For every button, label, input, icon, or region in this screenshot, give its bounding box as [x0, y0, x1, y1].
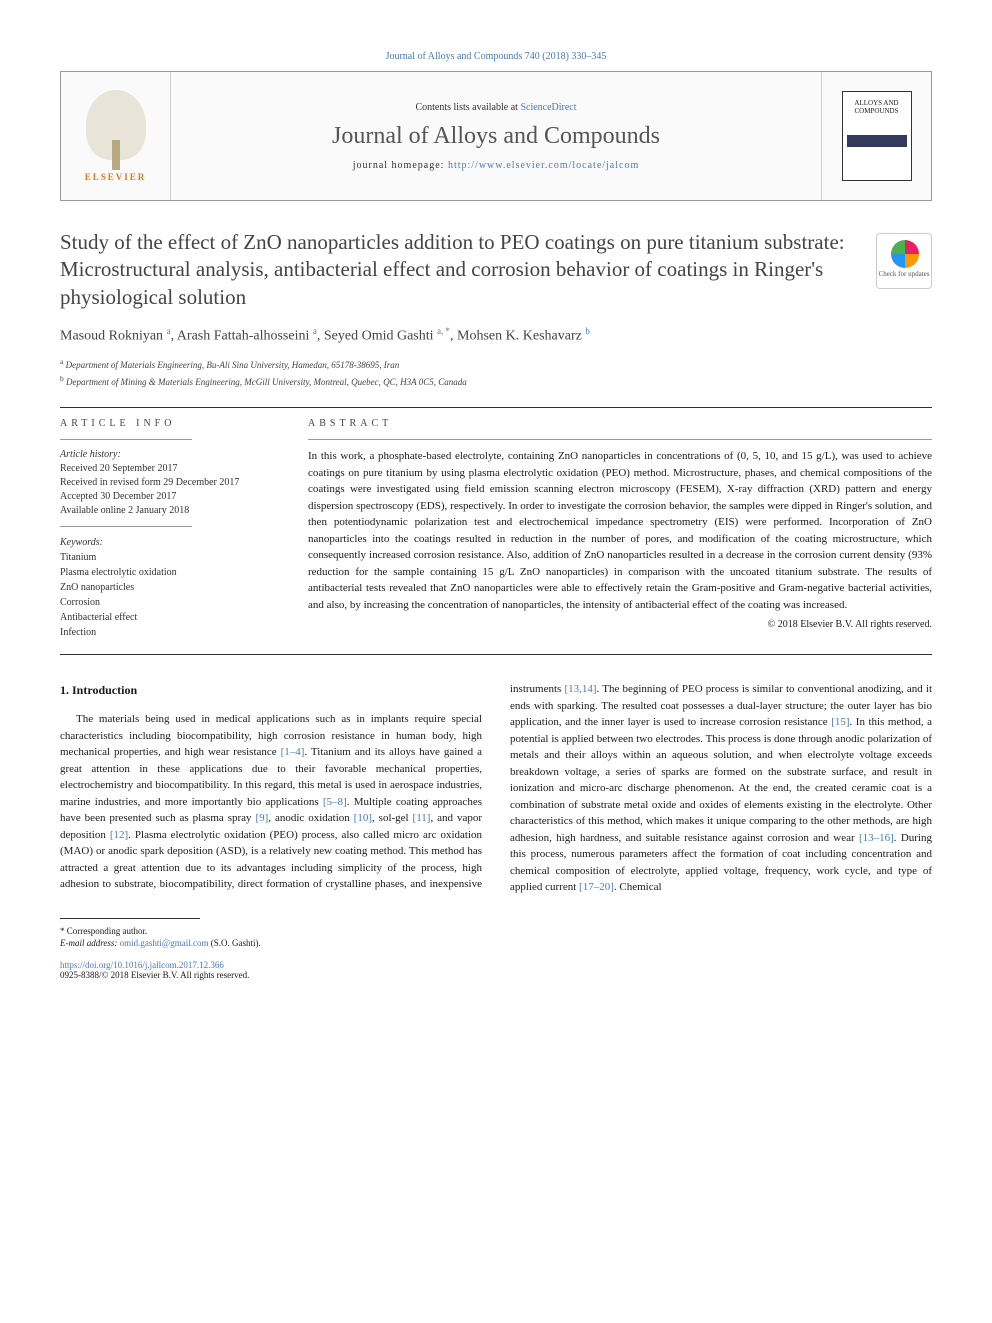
check-updates-badge[interactable]: Check for updates [876, 233, 932, 289]
ref-link[interactable]: [15] [831, 716, 849, 728]
divider [60, 407, 932, 408]
keyword: Infection [60, 625, 280, 640]
journal-homepage-link[interactable]: http://www.elsevier.com/locate/jalcom [448, 160, 639, 171]
author-list: Masoud Rokniyan a, Arash Fattah-alhossei… [60, 325, 932, 346]
info-separator [60, 439, 192, 440]
issn-line: 0925-8388/© 2018 Elsevier B.V. All right… [60, 970, 932, 980]
journal-header-center: Contents lists available at ScienceDirec… [171, 72, 821, 200]
cover-band [847, 135, 907, 147]
publisher-logo-cell: ELSEVIER [61, 72, 171, 200]
sciencedirect-link[interactable]: ScienceDirect [520, 102, 576, 113]
intro-para-1: The materials being used in medical appl… [60, 681, 932, 896]
keyword: Titanium [60, 550, 280, 565]
keyword: ZnO nanoparticles [60, 580, 280, 595]
keyword: Plasma electrolytic oxidation [60, 565, 280, 580]
journal-name: Journal of Alloys and Compounds [171, 123, 821, 150]
cover-title: ALLOYS AND COMPOUNDS [847, 100, 907, 115]
ref-link[interactable]: [11] [413, 812, 431, 824]
abstract-copyright: © 2018 Elsevier B.V. All rights reserved… [308, 619, 932, 630]
top-citation: Journal of Alloys and Compounds 740 (201… [60, 48, 932, 63]
elsevier-tree-icon [86, 90, 146, 160]
contents-line: Contents lists available at ScienceDirec… [171, 102, 821, 113]
elsevier-wordmark: ELSEVIER [85, 172, 147, 182]
ref-link[interactable]: [17–20] [579, 881, 614, 893]
intro-heading: 1. Introduction [60, 681, 482, 699]
ref-link[interactable]: [12] [110, 829, 128, 841]
top-citation-link[interactable]: Journal of Alloys and Compounds 740 (201… [386, 51, 607, 62]
keyword: Antibacterial effect [60, 610, 280, 625]
keywords-block: Keywords: TitaniumPlasma electrolytic ox… [60, 535, 280, 640]
ref-link[interactable]: [1–4] [281, 746, 305, 758]
article-title: Study of the effect of ZnO nanoparticles… [60, 229, 932, 311]
journal-cover-cell: ALLOYS AND COMPOUNDS [821, 72, 931, 200]
abstract-heading: abstract [308, 418, 932, 429]
affiliations: a Department of Materials Engineering, B… [60, 356, 932, 389]
keyword: Corrosion [60, 595, 280, 610]
ref-link[interactable]: [13,14] [564, 683, 596, 695]
journal-header: ELSEVIER Contents lists available at Sci… [60, 71, 932, 201]
journal-cover-thumb: ALLOYS AND COMPOUNDS [842, 91, 912, 181]
info-separator [60, 526, 192, 527]
homepage-line: journal homepage: http://www.elsevier.co… [171, 160, 821, 171]
footnote-separator [60, 918, 200, 919]
ref-link[interactable]: [13–16] [859, 832, 894, 844]
corresponding-author: * Corresponding author. E-mail address: … [60, 925, 932, 950]
abstract-column: abstract In this work, a phosphate-based… [308, 418, 932, 640]
ref-link[interactable]: [9] [255, 812, 268, 824]
body-columns: 1. Introduction The materials being used… [60, 681, 932, 896]
article-history: Article history: Received 20 September 2… [60, 448, 280, 518]
doi-block: https://doi.org/10.1016/j.jallcom.2017.1… [60, 960, 932, 980]
article-info-column: article info Article history: Received 2… [60, 418, 280, 640]
email-link[interactable]: omid.gashti@gmail.com [120, 938, 209, 948]
ref-link[interactable]: [10] [354, 812, 372, 824]
doi-link[interactable]: https://doi.org/10.1016/j.jallcom.2017.1… [60, 960, 224, 970]
article-info-heading: article info [60, 418, 280, 429]
abstract-separator [308, 439, 932, 440]
divider [60, 654, 932, 655]
ref-link[interactable]: [5–8] [323, 796, 347, 808]
elsevier-logo: ELSEVIER [85, 90, 147, 182]
abstract-text: In this work, a phosphate-based electrol… [308, 448, 932, 613]
